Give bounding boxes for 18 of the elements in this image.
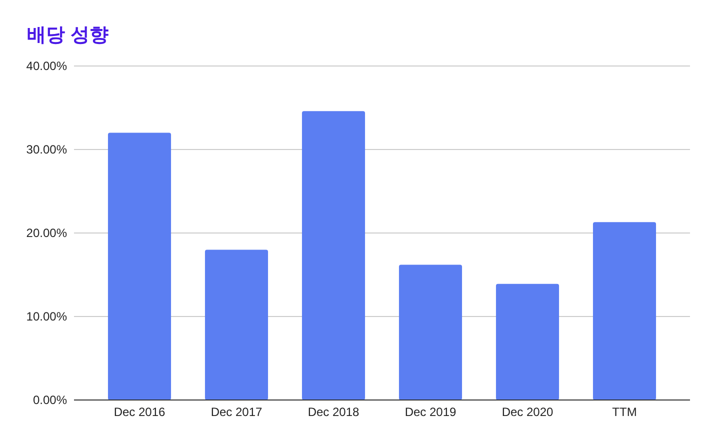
- x-tick-label: Dec 2016: [114, 405, 166, 419]
- y-tick-label: 30.00%: [26, 142, 68, 156]
- y-tick-label: 40.00%: [26, 59, 68, 73]
- bar: [592, 222, 656, 400]
- x-tick-label: Dec 2020: [502, 405, 554, 419]
- y-tick-label: 20.00%: [26, 226, 68, 240]
- x-tick-label: Dec 2018: [308, 405, 360, 419]
- y-tick-label: 10.00%: [26, 310, 68, 324]
- chart-title: 배당 성향: [27, 25, 108, 46]
- bar: [108, 132, 172, 400]
- x-tick-label: Dec 2017: [210, 405, 263, 419]
- bar: [398, 264, 462, 400]
- bar: [204, 250, 268, 400]
- y-tick-label: 0.00%: [32, 393, 68, 407]
- bar: [496, 284, 560, 400]
- x-tick-label: TTM: [612, 405, 637, 419]
- bar: [302, 111, 366, 400]
- x-tick-label: Dec 2019: [404, 405, 457, 419]
